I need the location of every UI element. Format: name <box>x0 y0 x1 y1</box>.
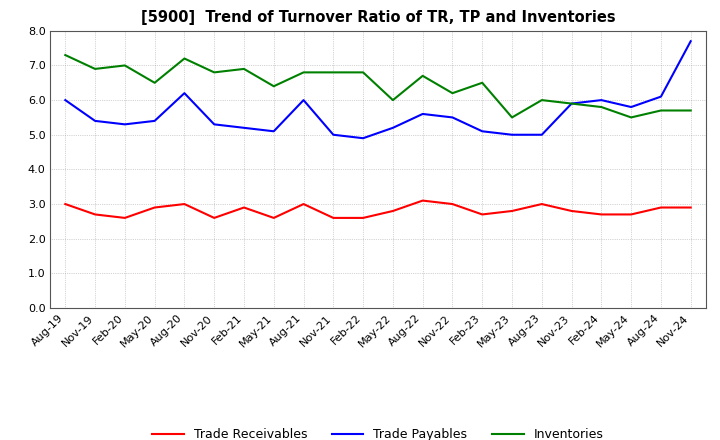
Inventories <box>508 115 516 120</box>
Trade Payables <box>389 125 397 130</box>
Trade Payables <box>597 97 606 103</box>
Inventories <box>269 84 278 89</box>
Trade Receivables <box>269 215 278 220</box>
Inventories <box>210 70 219 75</box>
Inventories <box>478 80 487 85</box>
Trade Receivables <box>538 202 546 207</box>
Inventories <box>418 73 427 78</box>
Inventories <box>91 66 99 72</box>
Trade Receivables <box>508 208 516 213</box>
Trade Receivables <box>389 208 397 213</box>
Trade Receivables <box>61 202 70 207</box>
Trade Receivables <box>329 215 338 220</box>
Trade Receivables <box>150 205 159 210</box>
Inventories <box>300 70 308 75</box>
Line: Trade Receivables: Trade Receivables <box>66 201 690 218</box>
Inventories <box>240 66 248 72</box>
Trade Receivables <box>627 212 636 217</box>
Trade Payables <box>329 132 338 137</box>
Trade Receivables <box>210 215 219 220</box>
Trade Payables <box>448 115 456 120</box>
Inventories <box>448 91 456 96</box>
Inventories <box>120 63 129 68</box>
Trade Payables <box>567 101 576 106</box>
Trade Receivables <box>597 212 606 217</box>
Trade Payables <box>657 94 665 99</box>
Line: Inventories: Inventories <box>66 55 690 117</box>
Trade Payables <box>210 122 219 127</box>
Trade Receivables <box>180 202 189 207</box>
Title: [5900]  Trend of Turnover Ratio of TR, TP and Inventories: [5900] Trend of Turnover Ratio of TR, TP… <box>140 11 616 26</box>
Trade Receivables <box>359 215 367 220</box>
Inventories <box>61 52 70 58</box>
Trade Receivables <box>686 205 695 210</box>
Trade Receivables <box>240 205 248 210</box>
Trade Receivables <box>567 208 576 213</box>
Trade Receivables <box>300 202 308 207</box>
Trade Payables <box>180 91 189 96</box>
Trade Receivables <box>120 215 129 220</box>
Trade Payables <box>508 132 516 137</box>
Inventories <box>657 108 665 113</box>
Inventories <box>329 70 338 75</box>
Inventories <box>686 108 695 113</box>
Trade Receivables <box>478 212 487 217</box>
Inventories <box>180 56 189 61</box>
Inventories <box>567 101 576 106</box>
Trade Payables <box>91 118 99 124</box>
Trade Payables <box>269 128 278 134</box>
Trade Payables <box>418 111 427 117</box>
Inventories <box>538 97 546 103</box>
Trade Payables <box>240 125 248 130</box>
Line: Trade Payables: Trade Payables <box>66 41 690 138</box>
Trade Receivables <box>418 198 427 203</box>
Inventories <box>150 80 159 85</box>
Trade Receivables <box>657 205 665 210</box>
Trade Payables <box>538 132 546 137</box>
Inventories <box>359 70 367 75</box>
Trade Payables <box>150 118 159 124</box>
Inventories <box>627 115 636 120</box>
Trade Receivables <box>448 202 456 207</box>
Trade Payables <box>478 128 487 134</box>
Trade Payables <box>300 97 308 103</box>
Inventories <box>389 97 397 103</box>
Trade Payables <box>359 136 367 141</box>
Inventories <box>597 104 606 110</box>
Trade Receivables <box>91 212 99 217</box>
Trade Payables <box>120 122 129 127</box>
Legend: Trade Receivables, Trade Payables, Inventories: Trade Receivables, Trade Payables, Inven… <box>148 423 608 440</box>
Trade Payables <box>627 104 636 110</box>
Trade Payables <box>686 39 695 44</box>
Trade Payables <box>61 97 70 103</box>
